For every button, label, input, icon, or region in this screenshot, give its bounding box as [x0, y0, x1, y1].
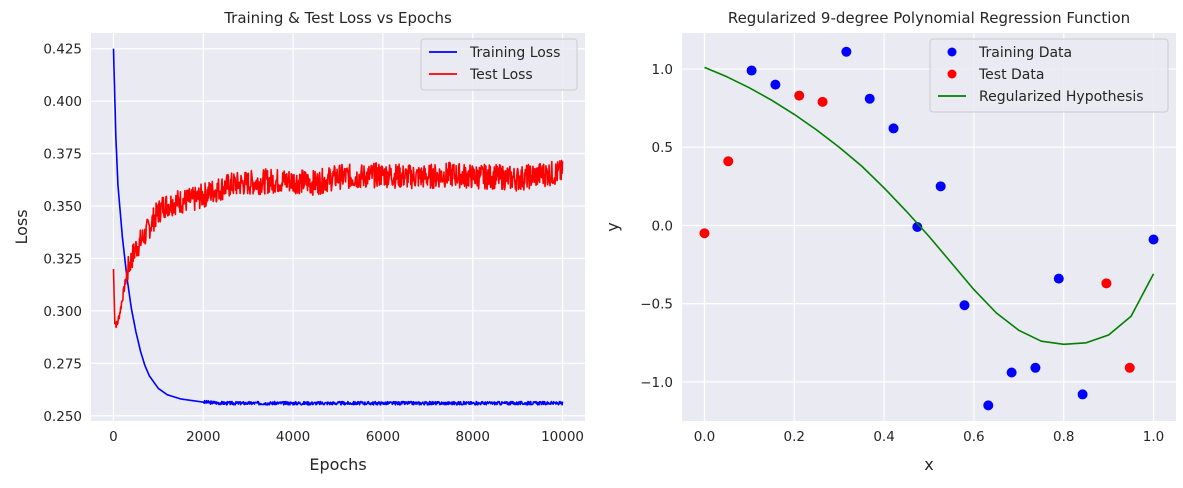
y-axis-label: y	[603, 222, 622, 231]
chart-title: Regularized 9-degree Polynomial Regressi…	[728, 9, 1130, 27]
x-tick-label: 1.0	[1143, 429, 1164, 445]
y-tick-label: 0.375	[43, 147, 82, 163]
data-point-training-data	[841, 46, 852, 57]
x-tick-label: 0.2	[784, 429, 805, 445]
data-point-training-data	[935, 181, 946, 192]
data-point-test-data	[723, 156, 734, 167]
data-point-test-data	[794, 90, 805, 101]
x-tick-label: 8000	[456, 429, 490, 445]
legend-box	[929, 38, 1169, 113]
y-tick-label: 0.275	[43, 356, 82, 372]
legend: Training Data Test Data Regularized Hypoth…	[929, 38, 1169, 113]
data-point-training-data	[746, 65, 757, 76]
data-point-training-data	[1077, 389, 1088, 400]
x-tick-label: 0.0	[694, 429, 715, 445]
x-tick-label: 2000	[186, 429, 220, 445]
data-point-training-data	[912, 222, 923, 232]
x-tick-label: 0	[109, 429, 118, 445]
legend-marker	[947, 69, 957, 79]
series-line-training-loss	[112, 48, 564, 406]
y-tick-label: −0.5	[640, 297, 673, 313]
series-line-test-loss	[112, 159, 564, 329]
data-point-test-data	[1101, 278, 1112, 289]
legend-marker	[947, 47, 957, 57]
x-tick-label: 0.4	[873, 429, 894, 445]
x-tick-label: 10000	[541, 429, 584, 445]
legend-box	[420, 38, 578, 91]
data-point-training-data	[888, 123, 899, 134]
data-point-training-data	[1006, 367, 1017, 378]
data-point-test-data	[817, 96, 828, 107]
x-tick-label: 0.8	[1053, 429, 1074, 445]
regression-chart: 0.0 0.2 0.4 0.6 0.8 1.0 1.0 0.5 0.0 −0.5 −1.0 Regul…	[603, 9, 1176, 474]
x-tick-label: 4000	[276, 429, 310, 445]
x-tick-label: 0.6	[963, 429, 984, 445]
loss-chart: 0 2000 4000 6000 8000 10000 0.250 0.275 0.300 0.3…	[12, 9, 585, 474]
data-point-training-data	[770, 79, 781, 90]
data-point-training-data	[1053, 273, 1064, 284]
legend-label: Test Data	[978, 67, 1044, 83]
legend-label: Regularized Hypothesis	[979, 89, 1144, 105]
plot-background	[91, 33, 585, 421]
x-tick-label: 6000	[366, 429, 400, 445]
y-tick-label: 0.325	[43, 251, 82, 267]
y-axis-label: Loss	[12, 209, 31, 244]
data-point-training-data	[1030, 362, 1041, 373]
y-tick-label: 0.300	[43, 304, 82, 320]
data-point-test-data	[1124, 362, 1135, 373]
y-tick-label: 0.5	[652, 140, 673, 156]
y-tick-label: −1.0	[640, 375, 673, 391]
data-point-training-data	[864, 93, 875, 104]
legend-label: Training Loss	[469, 45, 560, 61]
data-layer	[699, 46, 1159, 411]
y-tick-label: 0.250	[43, 409, 82, 425]
x-axis-label: x	[924, 455, 933, 474]
data-point-training-data	[983, 400, 994, 411]
x-axis-label: Epochs	[309, 455, 366, 474]
chart-title: Training & Test Loss vs Epochs	[223, 9, 452, 27]
data-point-test-data	[699, 228, 710, 239]
y-tick-label: 0.350	[43, 199, 82, 215]
legend-label: Test Loss	[469, 67, 533, 83]
legend: Training Loss Test Loss	[420, 38, 578, 91]
legend-label: Training Data	[978, 45, 1072, 61]
y-tick-label: 0.0	[652, 218, 673, 234]
data-point-training-data	[1148, 234, 1159, 245]
series-line-regularized-hypothesis	[704, 66, 1155, 346]
data-point-training-data	[959, 300, 970, 311]
y-tick-label: 0.400	[43, 94, 82, 110]
data-layer	[112, 48, 564, 406]
y-tick-label: 1.0	[652, 62, 673, 78]
y-tick-label: 0.425	[43, 42, 82, 58]
